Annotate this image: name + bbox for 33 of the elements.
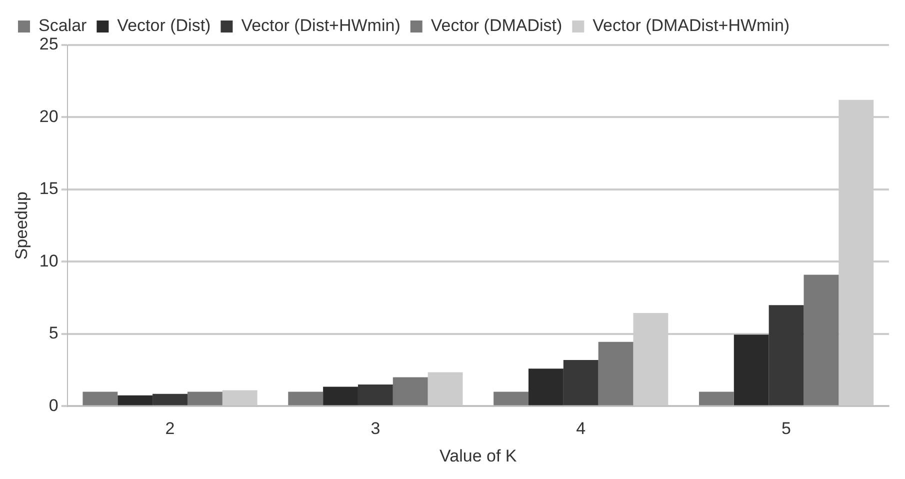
bar [528,368,564,406]
bar [187,392,222,406]
bar [392,377,428,406]
x-tick-label: 3 [370,419,380,438]
y-tick-label: 5 [48,324,58,343]
y-tick-label: 10 [39,251,58,270]
legend-label: Vector (Dist+HWmin) [241,16,400,36]
bar [598,342,634,406]
legend-label: Vector (DMADist) [430,16,562,36]
x-tick-label: 2 [165,419,175,438]
legend-label: Scalar [38,16,88,36]
legend-label: Vector (Dist) [117,16,211,36]
y-axis-title: Speedup [12,192,31,260]
bar [804,274,839,406]
bar [152,394,188,406]
bar [768,305,804,406]
bar [698,392,734,406]
legend-label: Vector (DMADist+HWmin) [592,16,790,36]
y-tick-label: 20 [39,106,58,126]
bar [288,392,324,406]
bar [358,384,393,406]
y-tick-label: 0 [48,396,58,415]
x-tick-label: 5 [782,419,792,438]
x-axis-title: Value of K [440,446,518,466]
y-tick-label: 25 [39,34,58,54]
bar [82,392,118,406]
bar [734,334,769,406]
bar [118,395,153,406]
bar [323,386,358,406]
bar [494,392,528,406]
bar [563,360,598,406]
y-tick-label: 15 [39,179,58,198]
x-tick-label: 4 [576,419,586,438]
